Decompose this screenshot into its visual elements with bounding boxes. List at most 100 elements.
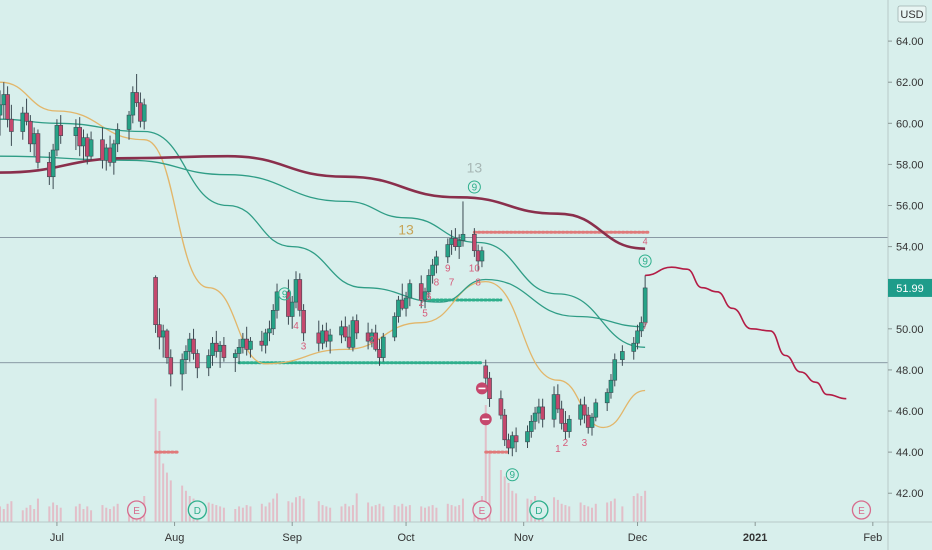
volume-bar bbox=[526, 498, 529, 522]
volume-bar bbox=[644, 490, 647, 522]
volume-bar bbox=[10, 501, 13, 522]
candle-body bbox=[20, 112, 26, 132]
candle-body bbox=[350, 320, 356, 348]
volume-bar bbox=[302, 498, 305, 522]
candle-body bbox=[631, 342, 637, 352]
candle-body bbox=[191, 338, 196, 354]
candle-body bbox=[589, 416, 595, 428]
y-tick-label: 62.00 bbox=[896, 77, 924, 89]
candle-body bbox=[475, 250, 481, 262]
candle-body bbox=[195, 353, 200, 369]
x-tick-label: Aug bbox=[165, 532, 185, 544]
y-tick-label: 44.00 bbox=[896, 447, 924, 459]
sequence-count-label: 6 bbox=[426, 292, 432, 303]
candle-body bbox=[47, 162, 52, 178]
candle-body bbox=[107, 147, 113, 163]
candle-body bbox=[620, 351, 625, 360]
volume-bar bbox=[351, 505, 354, 522]
volume-bar bbox=[169, 480, 172, 522]
volume-bar bbox=[181, 485, 184, 522]
candle-body bbox=[559, 408, 564, 424]
volume-bar bbox=[461, 498, 464, 522]
volume-bar bbox=[219, 506, 222, 522]
volume-bar bbox=[405, 506, 408, 522]
candle-body bbox=[35, 133, 41, 163]
volume-bar bbox=[397, 506, 400, 522]
volume-bar bbox=[29, 505, 32, 522]
candle-body bbox=[100, 139, 105, 161]
sequence-count-label: 13 bbox=[467, 160, 483, 176]
volume-bar bbox=[553, 497, 556, 522]
candle-body bbox=[240, 338, 246, 348]
sequence-count-label: 3 bbox=[301, 341, 307, 352]
candle-body bbox=[160, 330, 166, 338]
candle-body bbox=[103, 147, 109, 161]
volume-bar bbox=[249, 506, 252, 522]
candle-body bbox=[289, 301, 295, 317]
candle-body bbox=[396, 299, 401, 317]
volume-bar bbox=[435, 507, 438, 522]
candle-body bbox=[210, 342, 215, 356]
candle-body bbox=[31, 133, 37, 145]
candle-body bbox=[392, 316, 397, 338]
volume-bar bbox=[33, 509, 36, 522]
candle-body bbox=[214, 342, 219, 352]
volume-bar bbox=[424, 507, 427, 522]
candle-body bbox=[183, 351, 189, 360]
candle-body bbox=[540, 406, 545, 420]
event-badge-label: D bbox=[535, 506, 542, 517]
candle-body bbox=[635, 330, 640, 344]
x-tick-label: Nov bbox=[514, 532, 534, 544]
volume-bar bbox=[55, 505, 58, 522]
candle-body bbox=[403, 297, 409, 309]
candle-body bbox=[248, 340, 253, 350]
volume-bar bbox=[556, 499, 559, 522]
candle-body bbox=[346, 336, 352, 348]
volume-bar bbox=[260, 503, 263, 522]
candle-body bbox=[221, 344, 227, 358]
sequence-count-label: 2 bbox=[369, 335, 375, 346]
candle-body bbox=[434, 256, 439, 266]
candle-body bbox=[380, 336, 386, 358]
volume-bar bbox=[594, 503, 597, 522]
event-badge bbox=[126, 500, 147, 520]
volume-bar bbox=[245, 505, 248, 522]
volume-bar bbox=[268, 502, 271, 522]
volume-bar bbox=[560, 503, 563, 522]
candle-body bbox=[582, 404, 587, 416]
volume-bar bbox=[355, 493, 358, 522]
candle-body bbox=[528, 420, 534, 432]
candle-body bbox=[498, 398, 504, 416]
volume-bar bbox=[488, 450, 491, 522]
x-tick-label: Jul bbox=[50, 532, 64, 544]
candle-body bbox=[58, 125, 64, 136]
volume-bar bbox=[287, 501, 290, 522]
sequence-count-label: 9 bbox=[445, 263, 451, 274]
candle-body bbox=[324, 330, 329, 342]
candle-body bbox=[73, 127, 79, 136]
volume-bar bbox=[450, 505, 453, 522]
sequence-count-label: 2 bbox=[418, 298, 424, 309]
volume-bar bbox=[184, 490, 187, 522]
candle-body bbox=[115, 129, 120, 145]
volume-bar bbox=[116, 503, 119, 522]
candle-body bbox=[157, 324, 162, 338]
sequence-count-label: 8 bbox=[475, 278, 481, 289]
volume-bar bbox=[36, 498, 39, 522]
candle-body bbox=[585, 414, 591, 428]
candle-body bbox=[327, 334, 333, 342]
currency-label: USD bbox=[900, 9, 923, 21]
candle-body bbox=[232, 353, 238, 358]
currency-badge bbox=[897, 5, 927, 23]
y-tick-label: 56.00 bbox=[896, 201, 924, 213]
x-tick-label: Dec bbox=[628, 532, 648, 544]
volume-bar bbox=[382, 506, 385, 522]
candle-body bbox=[28, 120, 33, 145]
candle-body bbox=[316, 332, 322, 344]
volume-bar bbox=[321, 505, 324, 522]
projection-path bbox=[645, 266, 847, 400]
volume-bar bbox=[454, 506, 457, 522]
